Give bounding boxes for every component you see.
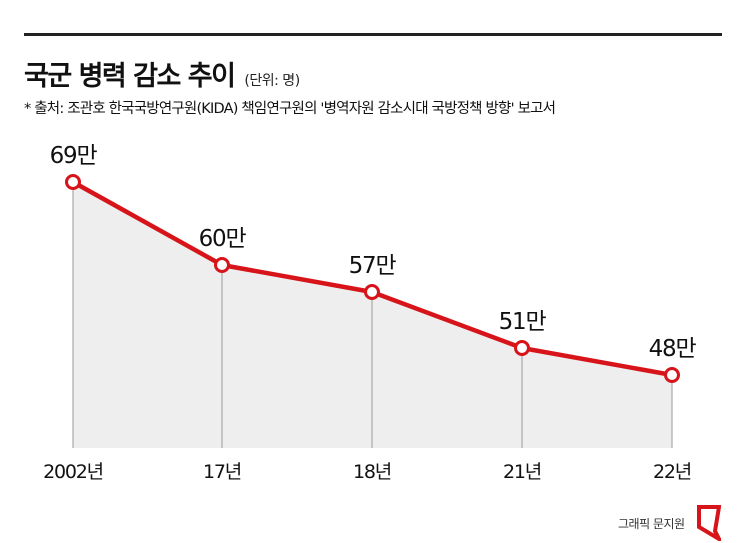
- value-label: 51만: [499, 309, 547, 335]
- x-tick-label: 2002년: [43, 461, 103, 483]
- marker-2002: [65, 174, 81, 190]
- data-markers: [65, 174, 680, 383]
- unit-label: (단위: 명): [244, 73, 300, 89]
- top-rule: [24, 33, 722, 36]
- chart-title: 국군 병력 감소 추이: [24, 61, 236, 92]
- drop-lines: [72, 182, 673, 448]
- graphic-credit: 그래픽 문지원: [618, 517, 685, 531]
- x-tick-label: 21년: [503, 461, 541, 483]
- publisher-logo-icon: [697, 505, 721, 541]
- value-label: 57만: [349, 253, 397, 279]
- source-note: * 출처: 조관호 한국국방연구원(KIDA) 책임연구원의 '병역자원 감소시…: [24, 101, 556, 117]
- x-tick-label: 17년: [203, 461, 241, 483]
- value-label: 60만: [199, 226, 247, 252]
- value-label: 69만: [50, 143, 98, 169]
- x-tick-label: 18년: [353, 461, 391, 483]
- marker-21: [514, 340, 530, 356]
- marker-22: [664, 367, 680, 383]
- title-row: 국군 병력 감소 추이 (단위: 명): [24, 54, 300, 93]
- marker-17: [214, 257, 230, 273]
- marker-18: [364, 284, 380, 300]
- x-tick-label: 22년: [653, 461, 691, 483]
- value-label: 48만: [649, 336, 697, 362]
